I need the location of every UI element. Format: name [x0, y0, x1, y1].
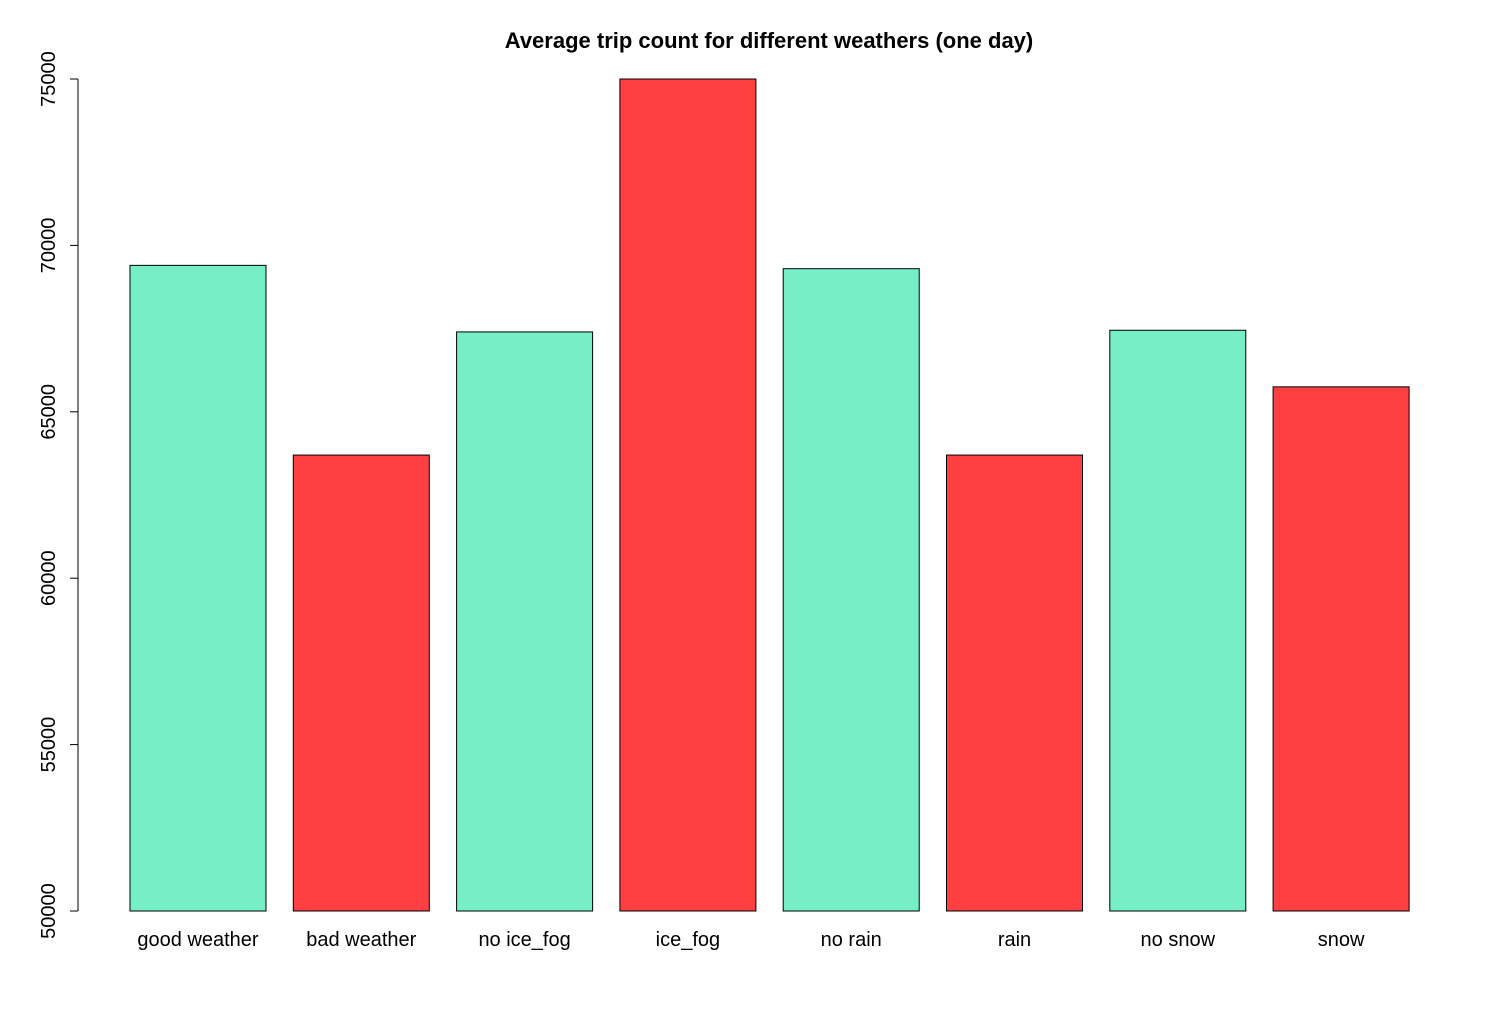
x-category-label: no ice_fog: [478, 929, 570, 951]
bars-group: [129, 78, 1410, 912]
x-category-label: rain: [998, 929, 1031, 951]
x-category-label: no rain: [821, 929, 882, 951]
x-category-label: bad weather: [306, 929, 416, 951]
bar-no-rain: [782, 268, 920, 912]
bar-good-weather: [129, 264, 267, 912]
x-category-label: snow: [1318, 929, 1365, 951]
bar-no-ice-fog: [456, 331, 594, 912]
y-tick-label: 70000: [38, 218, 60, 274]
y-axis: 50000 55000 60000 65000 70000 75000: [38, 51, 79, 939]
bar-no-snow: [1109, 329, 1247, 912]
x-category-label: good weather: [137, 929, 259, 951]
bar-rain: [946, 454, 1083, 912]
bar-snow: [1272, 386, 1410, 912]
bar-ice-fog: [619, 78, 757, 912]
x-category-label: ice_fog: [656, 929, 721, 951]
chart-title: Average trip count for different weather…: [505, 28, 1034, 53]
bar-bad-weather: [292, 454, 430, 912]
x-axis-labels: good weather bad weather no ice_fog ice_fog…: [137, 929, 1365, 951]
x-category-label: no snow: [1141, 929, 1216, 951]
y-tick-label: 55000: [38, 717, 60, 773]
y-tick-label: 65000: [38, 384, 60, 440]
y-tick-label: 50000: [38, 883, 60, 939]
y-tick-label: 60000: [38, 550, 60, 606]
y-tick-label: 75000: [38, 51, 60, 107]
